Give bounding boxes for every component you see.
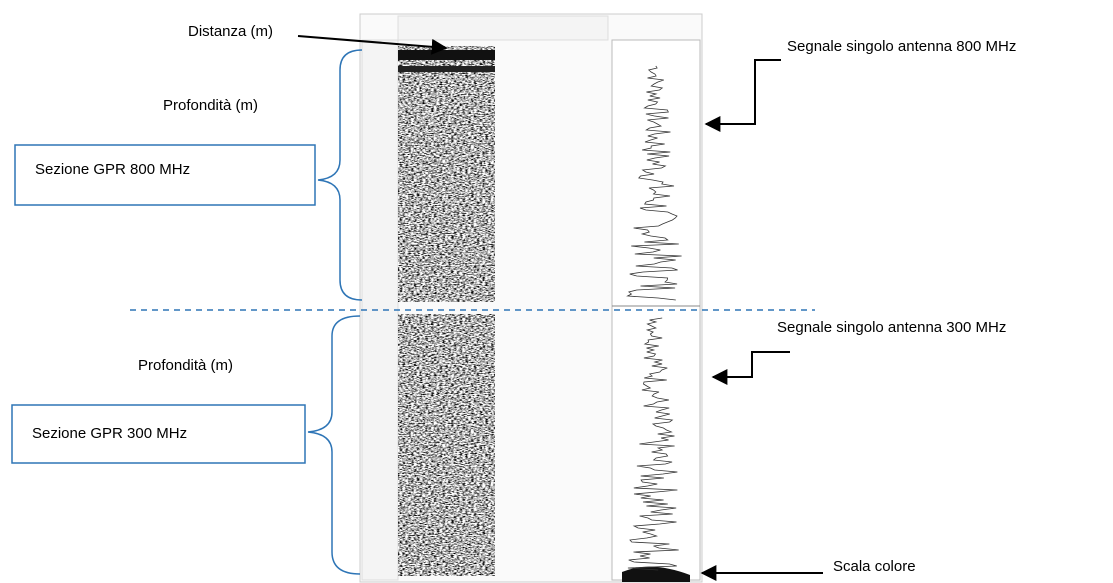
signal-label: Segnale singolo antenna 300 MHz [777,319,1006,336]
direct-wave-2 [398,66,495,72]
depth-label: Profondità (m) [163,97,258,114]
color-scale-bar [622,566,690,582]
signal-label: Segnale singolo antenna 800 MHz [787,38,1016,55]
signal-trace [626,65,682,301]
section-800-box [14,144,316,206]
depth-label: Profondità (m) [138,357,233,374]
brace-300 [307,315,361,575]
color-scale-label: Scala colore [833,558,916,575]
section-label: Sezione GPR 300 MHz [32,425,187,442]
brace-800 [317,49,363,301]
direct-wave [398,50,495,60]
distance-axis-strip [397,15,609,41]
arrow [704,59,781,132]
radargram-800 [398,46,495,302]
signal-trace [627,317,679,571]
section-300-box [11,404,306,464]
depth-axis-strip [361,39,399,581]
radargram-300 [398,314,495,576]
arrow [297,35,448,55]
section-label: Sezione GPR 800 MHz [35,161,190,178]
arrow [711,351,790,385]
distance-label: Distanza (m) [188,23,273,40]
traces [626,65,682,571]
gpr-screenshot [359,13,703,583]
